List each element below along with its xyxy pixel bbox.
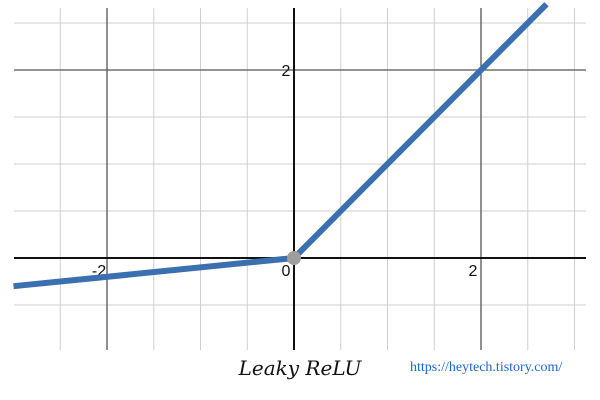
- source-link[interactable]: https://heytech.tistory.com/: [410, 360, 563, 375]
- x-tick-label: 2: [469, 263, 478, 280]
- chart-caption: Leaky ReLU: [238, 356, 362, 380]
- leaky-relu-line: [13, 2, 549, 290]
- y-tick-label: 2: [282, 63, 291, 80]
- origin-point: [287, 251, 301, 265]
- x-tick-label: 0: [282, 263, 291, 280]
